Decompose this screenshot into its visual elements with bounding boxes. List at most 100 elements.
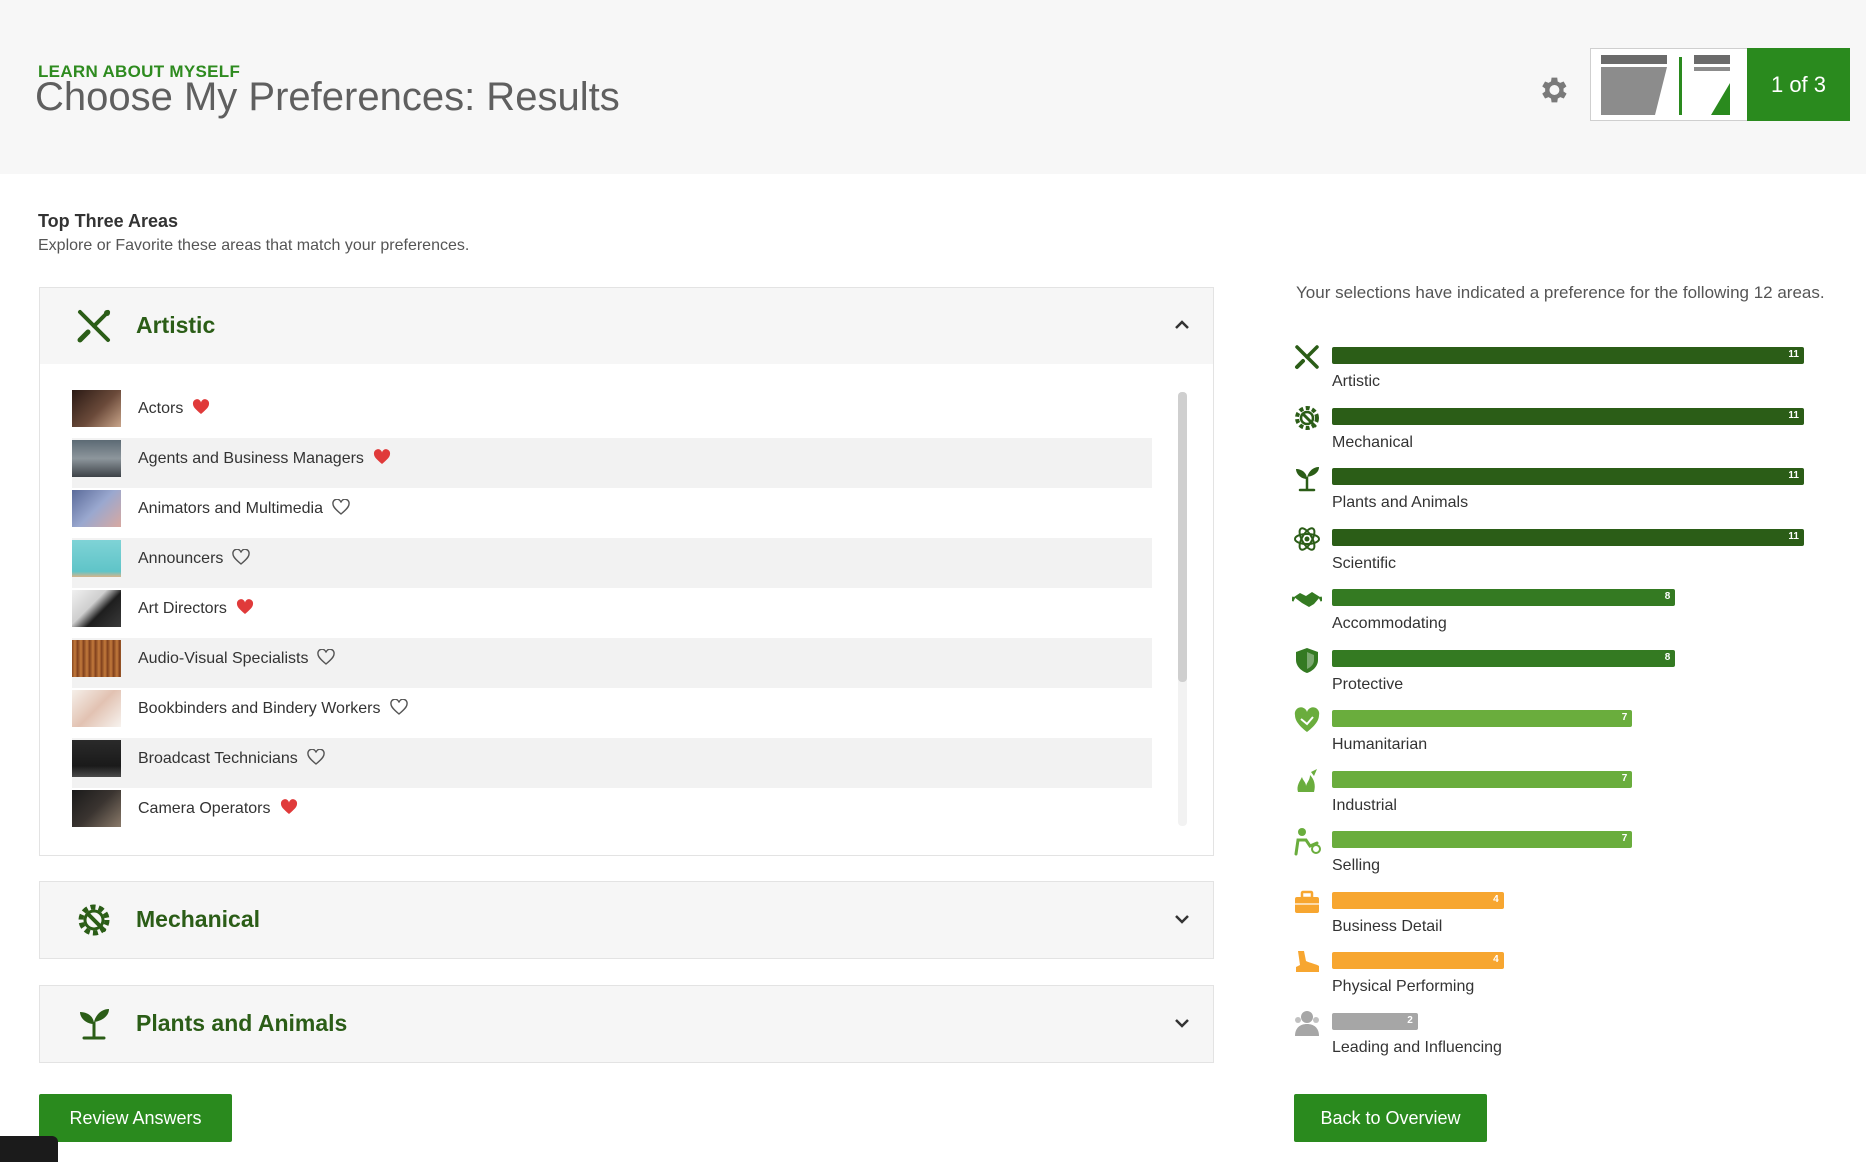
review-answers-button[interactable]: Review Answers [39,1094,232,1142]
area-bar-value: 2 [1407,1014,1413,1026]
mechanical-icon [1295,405,1319,430]
list-item[interactable]: Art Directors [72,588,1152,638]
accordion-artistic: Artistic Actors Agents and Business Mana… [39,287,1214,856]
occupation-thumbnail [72,390,121,427]
area-bar-value: 11 [1788,349,1799,360]
occupation-label: Audio-Visual Specialists [138,650,309,667]
list-item[interactable]: Broadcast Technicians [72,738,1152,788]
area-bar: 11 [1332,468,1804,485]
plants-icon [80,1009,109,1040]
heart-outline-icon[interactable] [332,499,350,515]
occupation-thumbnail [72,690,121,727]
heart-outline-icon[interactable] [232,549,251,565]
area-bar-label: Selling [1332,857,1381,874]
area-bar: 4 [1332,952,1504,969]
list-item[interactable]: Camera Operators [72,788,1152,838]
list-scrollbar[interactable] [1178,392,1187,826]
area-bar-row: 11 Scientific [1290,524,1810,584]
mechanical-icon [78,904,110,936]
occupation-label: Art Directors [138,600,227,617]
area-bar-label: Industrial [1332,796,1397,814]
chevron-up-icon[interactable] [1173,316,1191,334]
business-detail-icon [1295,890,1319,913]
accordion-plants-and-animals[interactable]: Plants and Animals [39,985,1214,1063]
heart-filled-icon[interactable] [280,799,298,815]
summary-intro: Your selections have indicated a prefere… [1296,283,1825,302]
list-item[interactable]: Bookbinders and Bindery Workers [72,688,1152,738]
area-bar: 7 [1332,770,1633,788]
artistic-icon [1295,345,1319,369]
heart-outline-icon[interactable] [317,649,336,665]
selling-icon [1294,828,1321,856]
area-bar-value: 4 [1493,954,1499,965]
area-bar-row: 7 Industrial [1290,766,1810,826]
heart-filled-icon[interactable] [373,449,391,465]
list-item[interactable]: Audio-Visual Specialists [72,638,1152,688]
area-bar-row: 2 Leading and Influencing [1290,1008,1810,1068]
accommodating-icon [1292,592,1322,607]
area-bar-value: 11 [1788,530,1799,542]
occupation-thumbnail [72,590,121,627]
occupation-label: Announcers [138,550,224,567]
occupation-label: Bookbinders and Bindery Workers [138,700,381,717]
back-to-overview-button[interactable]: Back to Overview [1294,1094,1487,1142]
area-bar-value: 4 [1493,893,1499,905]
occupation-label: Agents and Business Managers [138,450,364,467]
accordion-header-artistic[interactable]: Artistic [40,288,1213,364]
area-bar-label: Physical Performing [1332,978,1475,995]
area-bar: 8 [1332,589,1676,606]
gear-icon[interactable] [1536,73,1570,107]
occupation-thumbnail [72,740,121,777]
occupation-label: Actors [138,400,184,417]
list-item[interactable]: Actors [72,388,1152,438]
area-bar-label: Scientific [1332,554,1397,572]
area-bar: 11 [1332,407,1804,425]
list-item[interactable]: Animators and Multimedia [72,488,1152,538]
area-bar-row: 4 Business Detail [1290,887,1810,947]
heart-filled-icon[interactable] [192,399,210,415]
area-bar-label: Protective [1332,675,1404,693]
area-bar: 8 [1332,649,1676,667]
area-bar-row: 11 Mechanical [1290,403,1810,463]
heart-outline-icon[interactable] [307,749,325,765]
area-bar-row: 11 Artistic [1290,342,1810,402]
area-bar-row: 4 Physical Performing [1290,947,1810,1007]
heart-filled-icon[interactable] [236,599,254,615]
scrollbar-thumb[interactable] [1178,392,1187,682]
accordion-header-plants-and-animals[interactable]: Plants and Animals [40,986,1213,1062]
area-bar: 11 [1332,528,1804,546]
section-title: Top Three Areas [38,211,179,231]
occupation-thumbnail [72,440,121,477]
area-bar-label: Artistic [1332,373,1380,390]
artistic-icon [77,310,110,343]
area-bar-label: Business Detail [1332,917,1443,935]
accordion-label: Plants and Animals [136,1010,348,1036]
list-item[interactable]: Announcers [72,538,1152,588]
chevron-down-icon[interactable] [1173,910,1191,928]
section-kicker: LEARN ABOUT MYSELF [38,62,241,81]
occupation-thumbnail [72,540,121,577]
area-bar: 7 [1332,710,1633,727]
area-bar-row: 11 Plants and Animals [1290,463,1810,523]
area-bar-label: Humanitarian [1332,736,1428,753]
area-bar-label: Plants and Animals [1332,494,1469,511]
area-bar-value: 8 [1664,591,1671,602]
accordion-header-mechanical[interactable]: Mechanical [40,882,1213,958]
area-bar: 11 [1332,347,1804,364]
area-bar: 7 [1332,831,1633,848]
list-item[interactable]: Agents and Business Managers [72,438,1152,488]
accordion-label: Artistic [136,312,216,338]
plants-icon [1296,467,1319,492]
section-subtitle: Explore or Favorite these areas that mat… [38,237,470,254]
area-bar-value: 11 [1788,409,1799,421]
area-bar-row: 7 Selling [1290,826,1810,886]
leading-icon [1295,1010,1319,1036]
area-bar-value: 8 [1664,651,1671,663]
occupation-thumbnail [72,640,121,677]
progress-count: 1 of 3 [1747,48,1850,121]
chevron-down-icon[interactable] [1173,1014,1191,1032]
occupation-list: Actors Agents and Business Managers Anim… [72,388,1152,838]
heart-outline-icon[interactable] [389,699,408,715]
accordion-label: Mechanical [136,906,260,932]
accordion-mechanical[interactable]: Mechanical [39,881,1214,959]
